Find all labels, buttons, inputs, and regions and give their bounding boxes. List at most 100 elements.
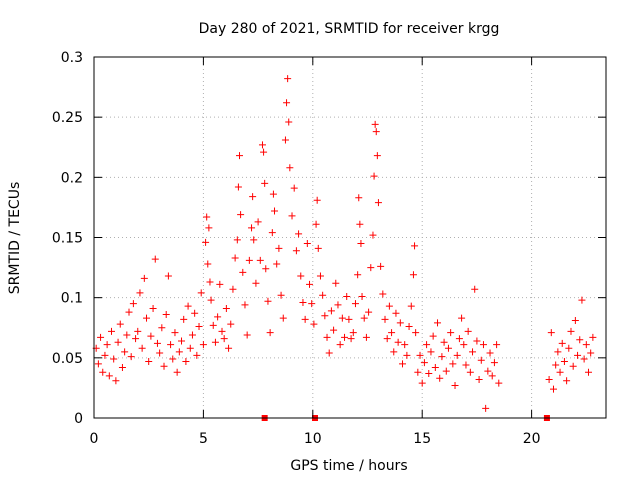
- data-point: [367, 264, 375, 272]
- data-point: [370, 172, 378, 180]
- data-point: [121, 348, 129, 356]
- data-point: [565, 344, 573, 352]
- data-point: [431, 363, 439, 371]
- y-axis-label: SRMTID / TECUs: [7, 182, 23, 295]
- data-point: [444, 344, 452, 352]
- data-point: [479, 341, 487, 349]
- data-point: [286, 164, 294, 172]
- data-point: [440, 338, 448, 346]
- data-point: [158, 324, 166, 332]
- data-point: [156, 349, 164, 357]
- data-point: [288, 212, 296, 220]
- data-point: [381, 315, 389, 323]
- data-point: [233, 236, 241, 244]
- axis-ticks: 0 0.05 0.1 0.15 0.2 0.25 0.3 0 5 10 15 20: [52, 50, 606, 447]
- data-point: [405, 323, 413, 331]
- data-point: [97, 333, 105, 341]
- data-point: [227, 320, 235, 328]
- y-tick-label: 0: [74, 411, 83, 427]
- data-point: [436, 374, 444, 382]
- data-point: [372, 128, 380, 136]
- data-point: [153, 339, 161, 347]
- data-point: [547, 329, 555, 337]
- data-point: [455, 335, 463, 343]
- y-tick-label: 0.1: [61, 291, 83, 307]
- y-tick-label: 0.25: [52, 110, 83, 126]
- data-point: [355, 194, 363, 202]
- data-point: [236, 152, 244, 160]
- data-point: [388, 329, 396, 337]
- data-point: [205, 224, 213, 232]
- data-point: [558, 339, 566, 347]
- data-point: [427, 348, 435, 356]
- data-point: [147, 332, 155, 340]
- data-point: [164, 272, 172, 280]
- data-point: [325, 349, 333, 357]
- data-point: [284, 75, 292, 83]
- data-point: [349, 329, 357, 337]
- data-point: [275, 244, 283, 252]
- data-point: [369, 231, 377, 239]
- data-point: [488, 372, 496, 380]
- data-point: [354, 271, 362, 279]
- data-point: [401, 341, 409, 349]
- data-point: [545, 375, 553, 383]
- data-point: [184, 302, 192, 310]
- data-point: [258, 141, 266, 149]
- data-point: [580, 355, 588, 363]
- data-point: [266, 329, 274, 337]
- data-point: [385, 302, 393, 310]
- data-point: [373, 152, 381, 160]
- data-point: [319, 291, 327, 299]
- data-point: [466, 368, 474, 376]
- data-point: [449, 360, 457, 368]
- data-point: [269, 190, 277, 198]
- data-point: [576, 336, 584, 344]
- data-point: [112, 377, 120, 385]
- data-point: [182, 357, 190, 365]
- data-point: [477, 356, 485, 364]
- data-point: [330, 326, 338, 334]
- data-point: [414, 368, 422, 376]
- data-point: [292, 247, 300, 255]
- data-point: [110, 355, 118, 363]
- data-point: [571, 317, 579, 325]
- data-point: [486, 349, 494, 357]
- data-point: [108, 327, 116, 335]
- data-point: [460, 341, 468, 349]
- data-point: [173, 368, 181, 376]
- data-point: [306, 280, 314, 288]
- data-point: [138, 344, 146, 352]
- data-point: [134, 327, 142, 335]
- data-point: [99, 368, 107, 376]
- data-point: [268, 229, 276, 237]
- data-point: [434, 319, 442, 327]
- data-point: [341, 333, 349, 341]
- data-point: [383, 335, 391, 343]
- data-point: [321, 312, 329, 320]
- data-point: [145, 357, 153, 365]
- y-tick-label: 0.05: [52, 351, 83, 367]
- data-point: [167, 341, 175, 349]
- data-point: [264, 297, 272, 305]
- data-point: [407, 302, 415, 310]
- data-point: [560, 357, 568, 365]
- data-point: [180, 315, 188, 323]
- y-tick-label: 0.2: [61, 170, 83, 186]
- data-point: [202, 238, 210, 246]
- data-point: [458, 314, 466, 322]
- data-point: [273, 260, 281, 268]
- data-point: [261, 179, 269, 187]
- data-point: [169, 355, 177, 363]
- data-point: [199, 341, 207, 349]
- data-point: [473, 337, 481, 345]
- data-point: [409, 271, 417, 279]
- data-point: [394, 338, 402, 346]
- data-point: [252, 279, 260, 287]
- data-point: [323, 333, 331, 341]
- data-point: [271, 207, 279, 215]
- data-point: [442, 367, 450, 375]
- data-point: [484, 367, 492, 375]
- data-point: [418, 379, 426, 387]
- data-point: [469, 348, 477, 356]
